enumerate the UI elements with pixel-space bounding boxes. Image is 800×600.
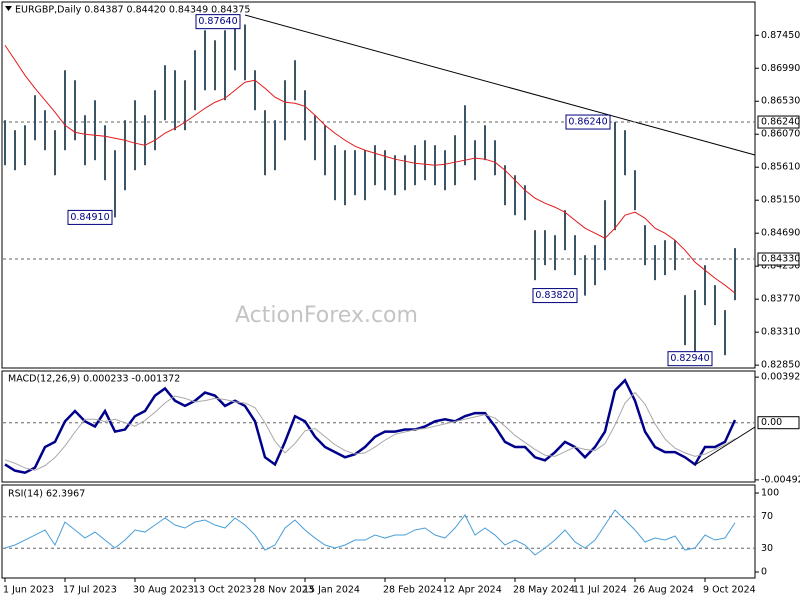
x-tick-label: 30 Aug 2023 [133,585,194,596]
x-tick-label: 15 Jan 2024 [303,585,360,596]
annotation-box [67,209,113,225]
y-tick-label: 0.84690 [761,228,800,239]
level-box [757,115,800,129]
price-header: EURGBP,Daily 0.84387 0.84420 0.84349 0.8… [15,5,250,16]
x-tick-label: 28 May 2024 [513,585,575,596]
y-tick-label: -0.004929 [761,474,800,485]
x-tick-label: 28 Nov 2023 [253,585,314,596]
x-tick-label: 1 Jun 2023 [3,585,54,596]
y-tick-label: 0.86990 [761,63,800,74]
x-tick-label: 26 Aug 2024 [633,585,694,596]
macd-line [4,378,737,475]
y-tick-label: 100 [761,488,779,499]
rsi-line [4,509,736,556]
moving-average [4,44,736,294]
annotation-box [667,351,713,367]
x-tick-label: 13 Oct 2023 [193,585,252,596]
level-label: 30 [761,543,773,554]
level-label: 0.86240 [761,117,800,128]
macd-header: MACD(12,26,9) 0.000233 -0.001372 [8,374,180,385]
x-tick-label: 12 Apr 2024 [443,585,502,596]
y-tick-label: 0.86070 [761,129,800,140]
x-tick-label: 9 Oct 2024 [703,585,756,596]
x-tick-label: 11 Jul 2024 [573,585,627,596]
annotation-label: 0.87640 [198,16,237,27]
y-tick-label: 0.83310 [761,327,800,338]
watermark: ActionForex.com [235,303,418,328]
y-tick-label: 0.84230 [761,261,800,272]
level-label: 70 [761,511,773,522]
y-tick-label: 0.85150 [761,195,800,206]
y-tick-label: 0.87450 [761,30,800,41]
y-tick-label: 0 [761,566,767,577]
level-box [757,252,800,266]
rsi-panel [1,484,756,579]
annotation-box [195,14,241,30]
trend-line [244,14,756,156]
y-tick-label: 0.003928 [761,372,800,383]
annotation-box [565,114,611,130]
x-tick-label: 17 Jul 2023 [63,585,117,596]
annotation-box [532,288,578,304]
annotation-label: 0.83820 [535,290,574,301]
level-label: 0.84330 [761,254,800,265]
macd-line [4,391,736,471]
macd-trend-line [694,426,756,466]
x-tick-label: 28 Feb 2024 [383,585,442,596]
y-tick-label: 0.82850 [761,360,800,371]
macd-panel [1,370,756,483]
y-tick-label: 0.86530 [761,96,800,107]
annotation-label: 0.84910 [70,212,109,223]
level-box [757,416,800,430]
level-label: 0.00 [761,417,782,428]
y-tick-label: 0.83770 [761,294,800,305]
menu-arrow [5,6,12,11]
annotation-label: 0.82940 [670,353,709,364]
rsi-header: RSI(14) 62.3967 [8,489,85,500]
annotation-label: 0.86240 [568,117,607,128]
price-panel [1,1,756,369]
y-tick-label: 0.85610 [761,162,800,173]
